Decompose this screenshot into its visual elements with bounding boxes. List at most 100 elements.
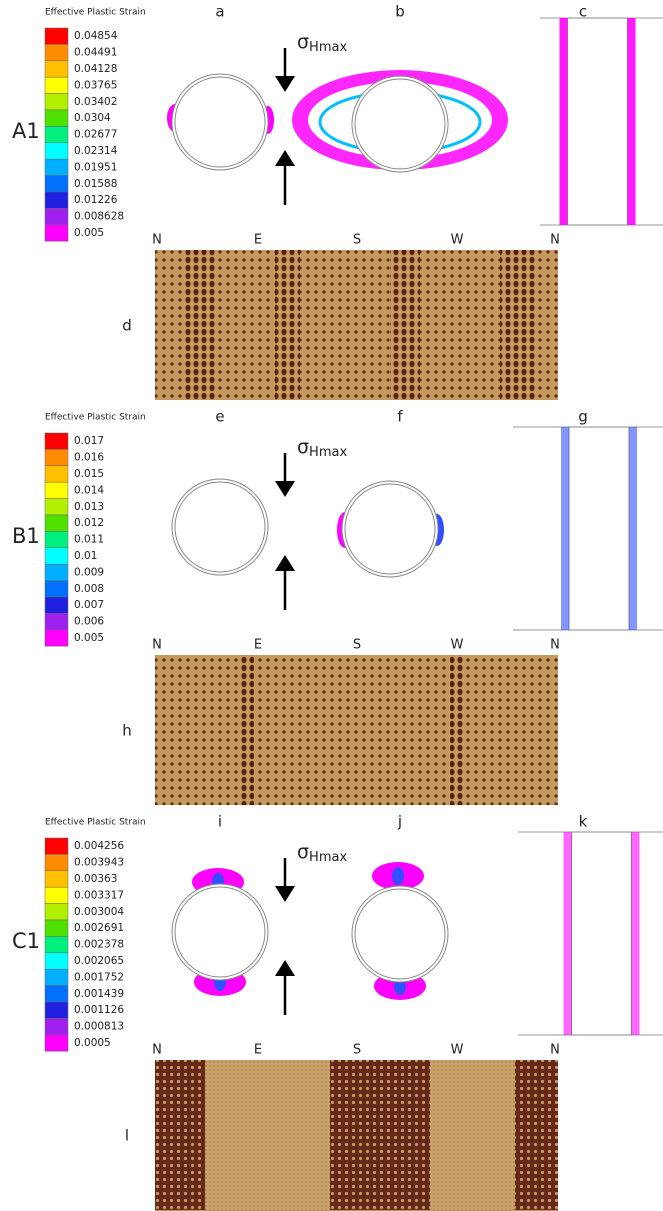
damage-band: [240, 655, 254, 805]
legend-swatch: [44, 449, 69, 467]
damage-band: [185, 250, 215, 400]
compass-label: E: [254, 1043, 262, 1058]
legend-swatch: [44, 854, 69, 872]
legend-label: 0.014: [74, 484, 104, 496]
legend-swatch: [44, 952, 69, 970]
legend-label: 0.000813: [74, 1021, 124, 1033]
stress-symbol: σ: [297, 436, 309, 458]
legend-swatch: [44, 142, 69, 160]
legend-swatch: [44, 76, 69, 94]
legend-title: Effective Plastic Strain: [45, 413, 146, 423]
legend-swatch: [44, 596, 69, 614]
legend-swatch: [44, 60, 69, 78]
legend-swatch: [44, 936, 69, 954]
stress-subscript: Hmax: [309, 445, 347, 460]
legend-swatch: [44, 870, 69, 888]
stress-label: σHmax: [297, 841, 347, 865]
legend-label: 0.001439: [74, 988, 124, 1000]
legend-label: 0.01588: [74, 178, 117, 190]
legend-label: 0.0304: [74, 112, 111, 124]
legend-swatch: [44, 531, 69, 549]
legend-swatch: [44, 224, 69, 242]
legend-swatch: [44, 1001, 69, 1019]
compass-label: E: [254, 233, 262, 248]
panel-label: a: [215, 3, 224, 21]
legend-swatch: [44, 837, 69, 855]
legend-label: 0.002691: [74, 922, 124, 934]
legend-label: 0.02677: [74, 129, 117, 141]
wellbore-outer: [171, 73, 269, 171]
compass-label: W: [451, 1043, 464, 1058]
axial-wellbore: [571, 831, 632, 1036]
wellbore-inner: [354, 78, 446, 170]
axial-plastic-zone: [561, 427, 569, 630]
legend-label: 0.004256: [74, 840, 124, 852]
axial-plastic-zone: [563, 832, 572, 1035]
legend-label: 0.001126: [74, 1004, 124, 1016]
legend-label: 0.009: [74, 566, 104, 578]
wellbore-inner: [344, 483, 436, 575]
legend-swatch: [44, 432, 69, 450]
row-label: B1: [12, 524, 40, 548]
legend-swatch: [44, 886, 69, 904]
stress-label: σHmax: [297, 31, 347, 55]
compass-label: N: [152, 1043, 162, 1058]
compass-label: E: [254, 638, 262, 653]
legend-label: 0.003317: [74, 889, 124, 901]
legend-label: 0.04854: [74, 30, 118, 42]
row-label: C1: [12, 929, 40, 953]
legend-label: 0.005: [74, 632, 104, 644]
legend-label: 0.017: [74, 435, 104, 447]
legend-swatch: [44, 1034, 69, 1052]
legend-label: 0.007: [74, 599, 104, 611]
panel-label: f: [397, 408, 403, 426]
legend-swatch: [44, 93, 69, 111]
unrolled-map: [155, 655, 558, 805]
panel-label: e: [215, 408, 224, 426]
legend-label: 0.00363: [74, 873, 117, 885]
wellbore-outer: [171, 883, 269, 981]
damage-band: [515, 1060, 558, 1210]
stress-arrow-head: [275, 76, 295, 92]
axial-plastic-zone: [631, 832, 640, 1035]
axial-plastic-zone: [629, 427, 637, 630]
legend-label: 0.02314: [74, 145, 118, 157]
panel-label: j: [397, 813, 402, 831]
axial-plastic-zone: [559, 18, 568, 225]
legend-swatch: [44, 175, 69, 193]
stress-symbol: σ: [297, 31, 309, 53]
axial-wellbore: [568, 426, 630, 631]
wellbore-inner: [174, 481, 266, 573]
legend-swatch: [44, 208, 69, 226]
legend-label: 0.002378: [74, 939, 124, 951]
damage-band: [330, 1060, 430, 1210]
legend-label: 0.04491: [74, 47, 117, 59]
compass-label: N: [152, 638, 162, 653]
legend-label: 0.0005: [74, 1037, 111, 1049]
legend-swatch: [44, 547, 69, 565]
legend-swatch: [44, 563, 69, 581]
row-label: A1: [12, 119, 40, 143]
damage-band: [275, 250, 300, 400]
legend-swatch: [44, 985, 69, 1003]
legend-label: 0.01226: [74, 194, 118, 206]
legend-label: 0.003004: [74, 906, 124, 918]
legend-label: 0.003943: [74, 857, 124, 869]
legend-label: 0.002065: [74, 955, 124, 967]
stress-arrow-head: [275, 886, 295, 902]
legend-swatch: [44, 629, 69, 647]
stress-symbol: σ: [297, 841, 309, 863]
wellbore-inner: [174, 76, 266, 168]
wellbore-outer: [171, 478, 269, 576]
panel-label: b: [395, 3, 405, 21]
legend-label: 0.005: [74, 227, 104, 239]
damage-band: [390, 250, 420, 400]
legend-title: Effective Plastic Strain: [45, 8, 146, 18]
compass-label: N: [152, 233, 162, 248]
axial-wellbore: [567, 17, 628, 226]
wellbore-inner: [174, 886, 266, 978]
legend-label: 0.01: [74, 550, 97, 562]
panel-label: c: [579, 3, 587, 21]
